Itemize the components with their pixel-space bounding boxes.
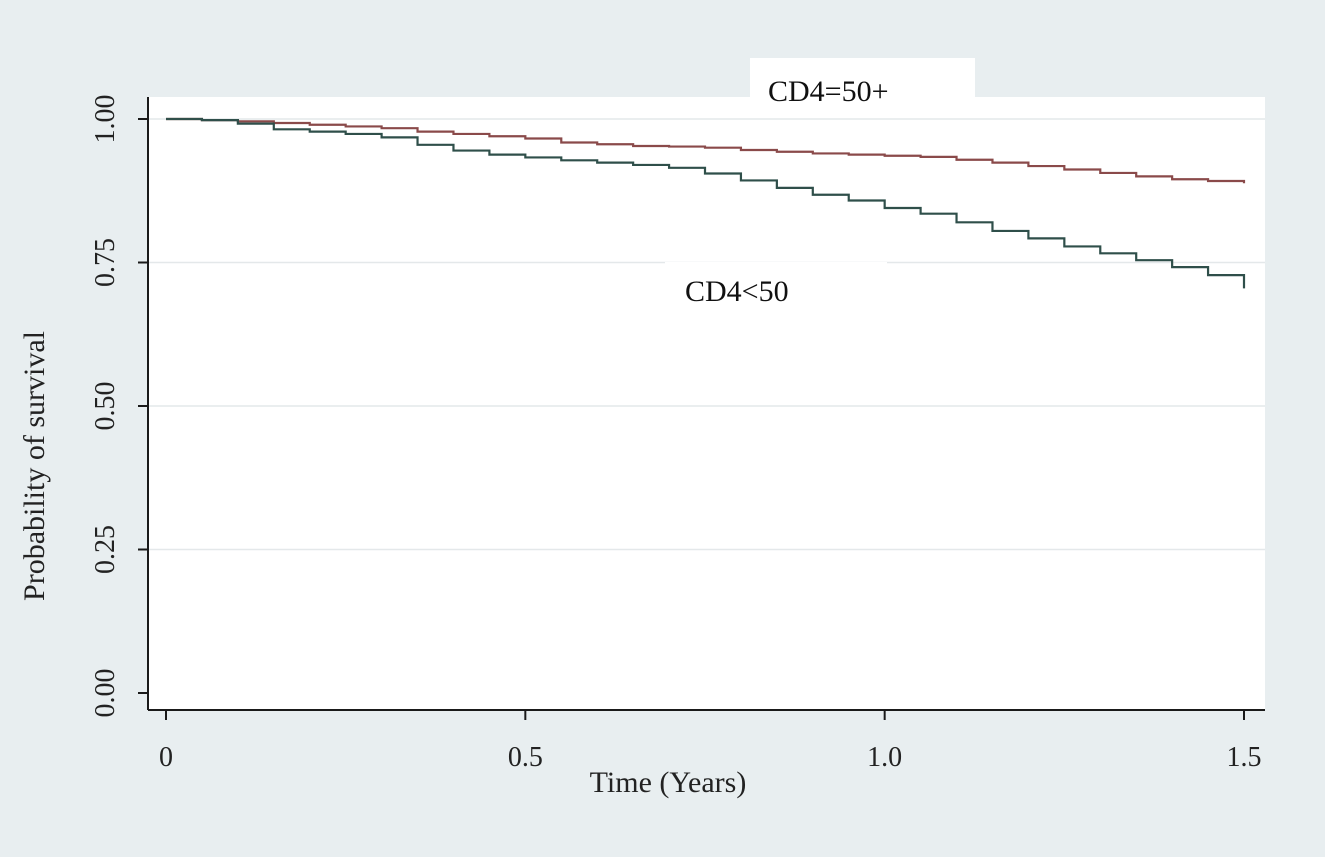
y-tick-label-2: 0.50 xyxy=(90,382,121,431)
series-layer xyxy=(166,117,1246,289)
x-tick-label-0: 0 xyxy=(159,742,173,773)
y-tick-label-4: 1.00 xyxy=(90,95,121,144)
series-line-cd4-50-plus xyxy=(166,117,1246,184)
x-tick-label-2: 1.0 xyxy=(867,742,902,773)
x-tick-label-1: 0.5 xyxy=(508,742,543,773)
y-tick-label-3: 0.75 xyxy=(90,238,121,287)
y-tick-label-0: 0.00 xyxy=(90,669,121,718)
plot-area xyxy=(148,97,1265,710)
tick-labels: 0.00 0.25 0.50 0.75 1.00 0 0.5 1.0 1.5 xyxy=(90,95,1262,774)
x-axis-title: Time (Years) xyxy=(590,766,747,799)
x-tick-label-3: 1.5 xyxy=(1227,742,1262,773)
annotation-cd4-50-plus: CD4=50+ xyxy=(768,75,889,108)
axes xyxy=(138,97,1265,720)
annotation-box-cd4-50-plus xyxy=(750,58,975,100)
annotation-box-cd4-lt-50 xyxy=(665,262,887,308)
annotation-cd4-lt-50: CD4<50 xyxy=(685,275,789,308)
y-axis-title: Probability of survival xyxy=(18,331,51,601)
y-tick-label-1: 0.25 xyxy=(90,525,121,574)
series-line-cd4-lt-50 xyxy=(166,117,1246,289)
